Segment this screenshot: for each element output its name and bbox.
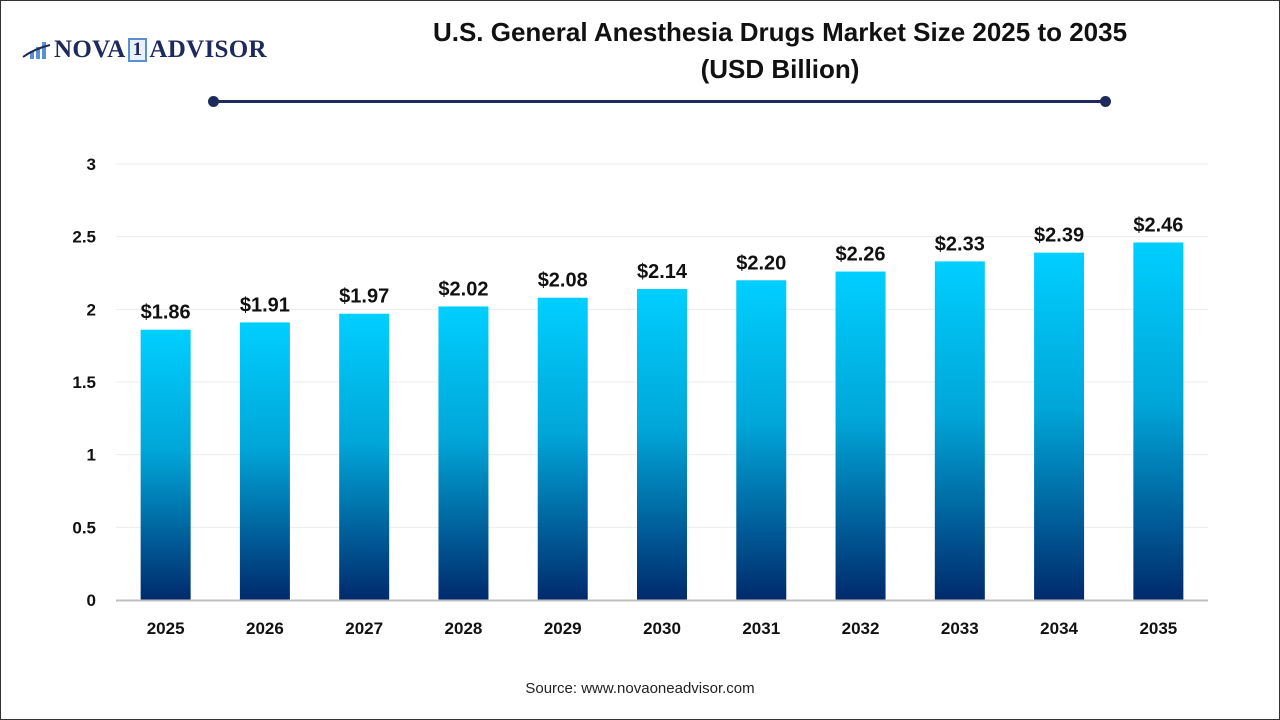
data-label: $2.14 [637, 261, 688, 283]
x-tick-label: 2026 [246, 619, 284, 638]
bar-2025 [140, 329, 191, 600]
data-label: $2.02 [438, 278, 488, 300]
bar-2027 [339, 313, 390, 600]
x-tick-label: 2031 [742, 619, 780, 638]
data-label: $1.91 [240, 294, 290, 316]
source-note: Source: www.novaoneadvisor.com [525, 680, 755, 697]
x-tick-label: 2028 [445, 619, 483, 638]
y-tick-label: 2 [87, 300, 96, 319]
bar-2035 [1133, 242, 1184, 601]
chart-title: U.S. General Anesthesia Drugs Market Siz… [330, 14, 1230, 88]
logo: NOVA 1 ADVISOR [22, 36, 267, 64]
y-tick-label: 2.5 [72, 228, 96, 247]
data-label: $2.39 [1034, 225, 1084, 247]
bar-2026 [239, 322, 290, 600]
x-tick-label: 2033 [941, 619, 979, 638]
logo-mark: 1 [127, 38, 148, 62]
data-label: $2.46 [1133, 214, 1183, 236]
data-label: $1.97 [339, 286, 389, 308]
y-tick-label: 3 [87, 155, 96, 174]
x-tick-label: 2027 [345, 619, 383, 638]
bar-2031 [736, 280, 787, 600]
x-tick-label: 2029 [544, 619, 582, 638]
data-label: $1.86 [141, 302, 191, 324]
y-tick-label: 1.5 [72, 373, 96, 392]
x-tick-label: 2034 [1040, 619, 1078, 638]
data-label: $2.26 [836, 244, 886, 266]
bar-chart-logo-icon [22, 42, 51, 59]
y-tick-label: 0.5 [72, 518, 96, 537]
x-tick-label: 2035 [1139, 619, 1177, 638]
title-divider [208, 96, 1111, 107]
title-line-2: (USD Billion) [700, 54, 860, 84]
data-label: $2.33 [935, 233, 985, 255]
bar-2028 [438, 306, 489, 600]
bar-2033 [934, 261, 985, 600]
x-tick-label: 2025 [147, 619, 185, 638]
title-line-1: U.S. General Anesthesia Drugs Market Siz… [432, 17, 1128, 47]
x-tick-label: 2030 [643, 619, 681, 638]
y-tick-label: 1 [87, 446, 96, 465]
bar-2032 [835, 271, 886, 600]
bar-2034 [1034, 252, 1085, 601]
logo-text-right: ADVISOR [149, 36, 267, 63]
data-label: $2.20 [736, 252, 786, 274]
y-tick-label: 0 [87, 591, 96, 610]
x-tick-label: 2032 [842, 619, 880, 638]
data-label: $2.08 [538, 270, 588, 292]
bar-2030 [637, 288, 687, 600]
bar-2029 [537, 297, 588, 600]
logo-text-left: NOVA [54, 36, 126, 63]
